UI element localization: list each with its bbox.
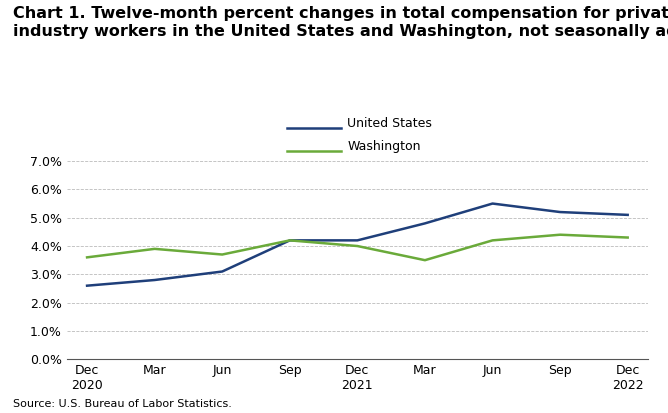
United States xyxy=(421,221,429,226)
Washington xyxy=(286,238,294,243)
Line: Washington: Washington xyxy=(87,235,628,260)
Line: United States: United States xyxy=(87,204,628,286)
United States xyxy=(286,238,294,243)
United States xyxy=(556,209,564,214)
Text: Washington: Washington xyxy=(347,140,421,153)
Washington xyxy=(488,238,496,243)
Text: United States: United States xyxy=(347,117,432,130)
Text: Source: U.S. Bureau of Labor Statistics.: Source: U.S. Bureau of Labor Statistics. xyxy=(13,399,232,409)
Washington xyxy=(218,252,226,257)
United States xyxy=(624,212,632,217)
Washington xyxy=(624,235,632,240)
Washington xyxy=(353,244,361,249)
Washington xyxy=(83,255,91,260)
Washington xyxy=(421,258,429,263)
United States xyxy=(488,201,496,206)
United States xyxy=(83,283,91,288)
Text: Chart 1. Twelve-month percent changes in total compensation for private
industry: Chart 1. Twelve-month percent changes in… xyxy=(13,6,668,38)
United States xyxy=(151,278,159,282)
United States xyxy=(218,269,226,274)
United States xyxy=(353,238,361,243)
Washington xyxy=(556,232,564,237)
Washington xyxy=(151,247,159,252)
